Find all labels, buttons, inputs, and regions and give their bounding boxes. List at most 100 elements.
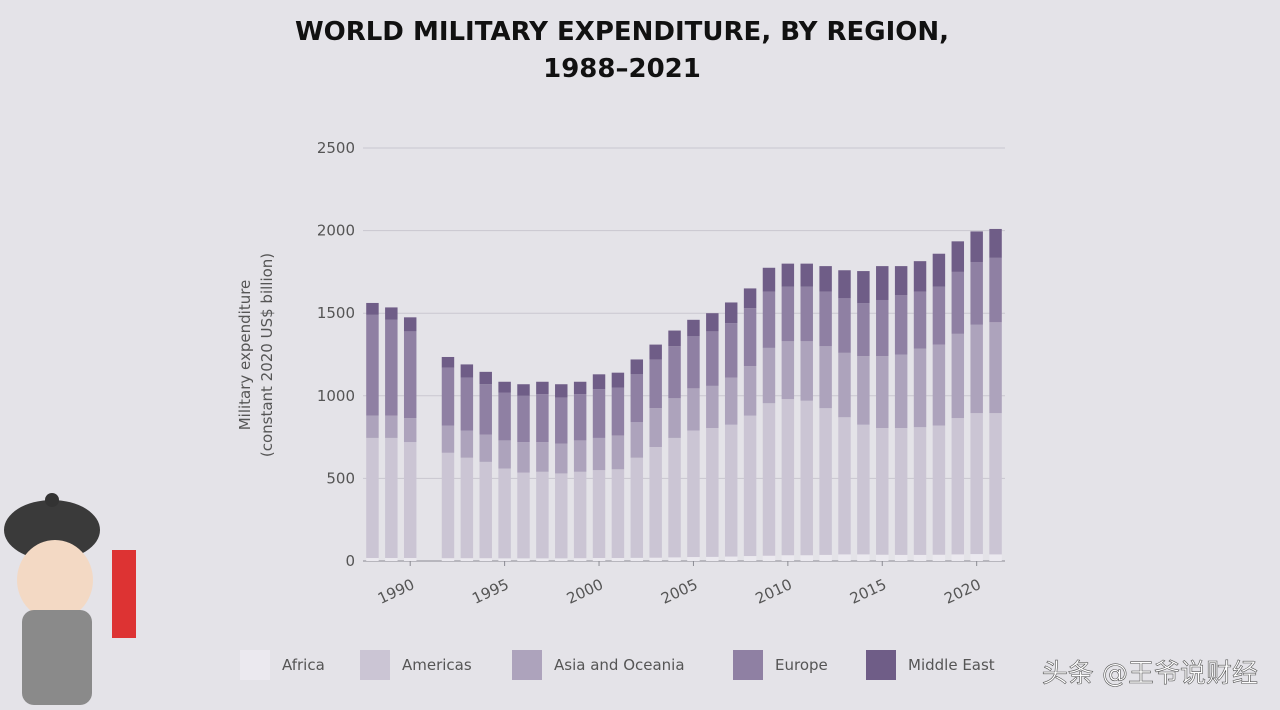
bar-segment (498, 392, 511, 441)
bar-segment (573, 394, 587, 441)
bar-segment (857, 356, 870, 425)
bar-segment (441, 452, 455, 559)
bar-segment (498, 468, 511, 559)
bar-segment (592, 558, 606, 561)
bar-segment (857, 303, 870, 357)
bar-segment (592, 437, 606, 471)
bar-segment (668, 398, 681, 438)
bar-segment (876, 266, 889, 300)
bar-segment (724, 556, 738, 561)
bar-segment (970, 324, 983, 414)
legend-swatch (733, 650, 763, 680)
bar-segment (762, 267, 776, 292)
bar-segment (517, 558, 530, 561)
bar-segment (460, 558, 474, 561)
bar-segment (743, 288, 757, 309)
bar-segment (592, 374, 606, 390)
bar-segment (649, 408, 662, 448)
bar-segment (573, 381, 587, 395)
bar-segment (649, 447, 662, 558)
bar-segment (894, 554, 908, 561)
bar-segment (611, 435, 625, 470)
bar-segment (687, 557, 700, 561)
bar-segment (366, 314, 379, 416)
y-tick-label: 0 (345, 552, 355, 570)
bar-segment (876, 554, 889, 561)
bar-segment (649, 344, 662, 360)
bar-segment (800, 555, 813, 561)
bar-segment (970, 261, 983, 325)
bar-segment (592, 389, 606, 438)
bar-segment (687, 319, 700, 337)
bar-segment (649, 557, 662, 561)
bar-segment (573, 440, 587, 472)
bar-segment (819, 291, 832, 347)
bar-segment (838, 417, 851, 555)
bar-segment (932, 554, 946, 561)
bar-segment (555, 397, 568, 444)
bar-segment (555, 384, 568, 398)
bar-segment (800, 341, 813, 401)
bar-segment (857, 424, 870, 555)
chart-title: 1988–2021 (543, 54, 701, 84)
bar-segment (781, 286, 795, 342)
bar-segment (989, 413, 1002, 555)
bar-segment (762, 555, 776, 561)
bar-segment (573, 471, 587, 559)
bar-segment (819, 266, 832, 292)
bar-segment (479, 384, 492, 435)
bar-segment (932, 286, 946, 345)
bar-segment (385, 415, 398, 438)
bar-segment (517, 472, 530, 559)
bar-segment (441, 558, 455, 561)
y-axis-label: Military expenditure (236, 280, 254, 431)
bar-segment (366, 558, 379, 561)
bar-segment (706, 428, 719, 557)
bar-segment (460, 430, 474, 458)
bar-segment (913, 261, 927, 292)
bar-segment (441, 367, 455, 426)
bar-segment (800, 400, 813, 556)
bar-segment (706, 385, 719, 429)
bar-segment (517, 442, 530, 473)
bar-segment (913, 427, 927, 555)
bar-segment (951, 333, 965, 419)
bar-segment (555, 558, 568, 561)
bar-segment (762, 291, 776, 348)
bar-segment (536, 442, 549, 472)
bar-segment (403, 331, 417, 419)
bar-segment (989, 322, 1002, 414)
bar-segment (630, 557, 644, 561)
chart-title: WORLD MILITARY EXPENDITURE, BY REGION, (295, 17, 949, 47)
bar-segment (970, 413, 983, 555)
y-tick-label: 1500 (317, 304, 355, 322)
bar-segment (819, 554, 832, 561)
bar-segment (706, 331, 719, 386)
bar-segment (800, 286, 813, 342)
bar-segment (517, 395, 530, 443)
bar-segment (366, 437, 379, 559)
y-tick-label: 2500 (317, 139, 355, 157)
bar-segment (611, 558, 625, 561)
bar-segment (498, 558, 511, 561)
bar-segment (649, 359, 662, 409)
bar-segment (838, 270, 851, 299)
bar-segment (460, 364, 474, 378)
bar-segment (687, 336, 700, 389)
bar-segment (894, 354, 908, 429)
bar-segment (894, 295, 908, 355)
mascot (4, 493, 136, 705)
bar-segment (630, 374, 644, 423)
bar-segment (573, 558, 587, 561)
bar-segment (479, 558, 492, 561)
legend-label: Asia and Oceania (554, 656, 685, 674)
bar-segment (913, 348, 927, 428)
bar-segment (498, 440, 511, 469)
bar-segment (385, 319, 398, 416)
legend-swatch (240, 650, 270, 680)
bar-segment (630, 422, 644, 458)
legend-label: Africa (282, 656, 325, 674)
bar-segment (894, 266, 908, 296)
bar-segment (838, 352, 851, 418)
